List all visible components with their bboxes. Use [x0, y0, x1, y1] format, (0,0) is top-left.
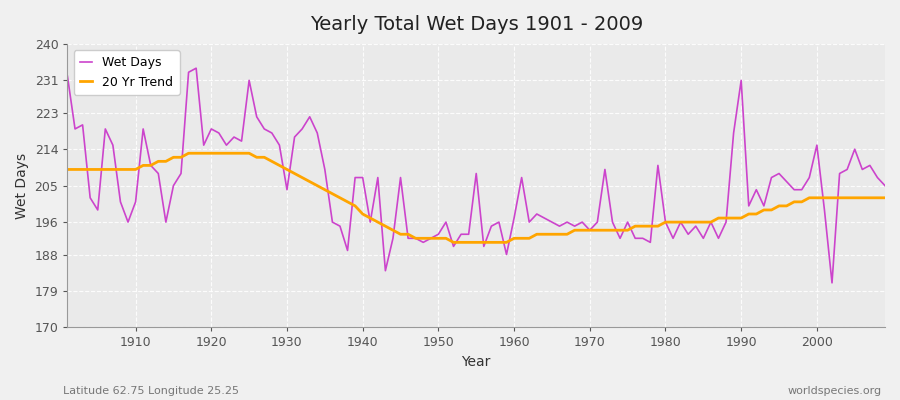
20 Yr Trend	[517, 236, 527, 241]
Wet Days	[879, 183, 890, 188]
Wet Days	[122, 220, 133, 224]
20 Yr Trend	[879, 196, 890, 200]
Wet Days	[191, 66, 202, 70]
Wet Days	[508, 216, 519, 220]
Wet Days	[517, 175, 527, 180]
20 Yr Trend	[342, 200, 353, 204]
Wet Days	[342, 248, 353, 253]
Legend: Wet Days, 20 Yr Trend: Wet Days, 20 Yr Trend	[74, 50, 180, 95]
20 Yr Trend	[62, 167, 73, 172]
Line: Wet Days: Wet Days	[68, 68, 885, 283]
Wet Days	[826, 280, 837, 285]
20 Yr Trend	[524, 236, 535, 241]
20 Yr Trend	[448, 240, 459, 245]
Text: worldspecies.org: worldspecies.org	[788, 386, 882, 396]
Text: Latitude 62.75 Longitude 25.25: Latitude 62.75 Longitude 25.25	[63, 386, 239, 396]
20 Yr Trend	[122, 167, 133, 172]
20 Yr Trend	[297, 175, 308, 180]
Line: 20 Yr Trend: 20 Yr Trend	[68, 153, 885, 242]
Wet Days	[297, 126, 308, 131]
X-axis label: Year: Year	[462, 355, 490, 369]
Wet Days	[608, 220, 618, 224]
Y-axis label: Wet Days: Wet Days	[15, 152, 29, 219]
20 Yr Trend	[615, 228, 626, 233]
20 Yr Trend	[184, 151, 194, 156]
Wet Days	[62, 74, 73, 79]
Title: Yearly Total Wet Days 1901 - 2009: Yearly Total Wet Days 1901 - 2009	[310, 15, 643, 34]
